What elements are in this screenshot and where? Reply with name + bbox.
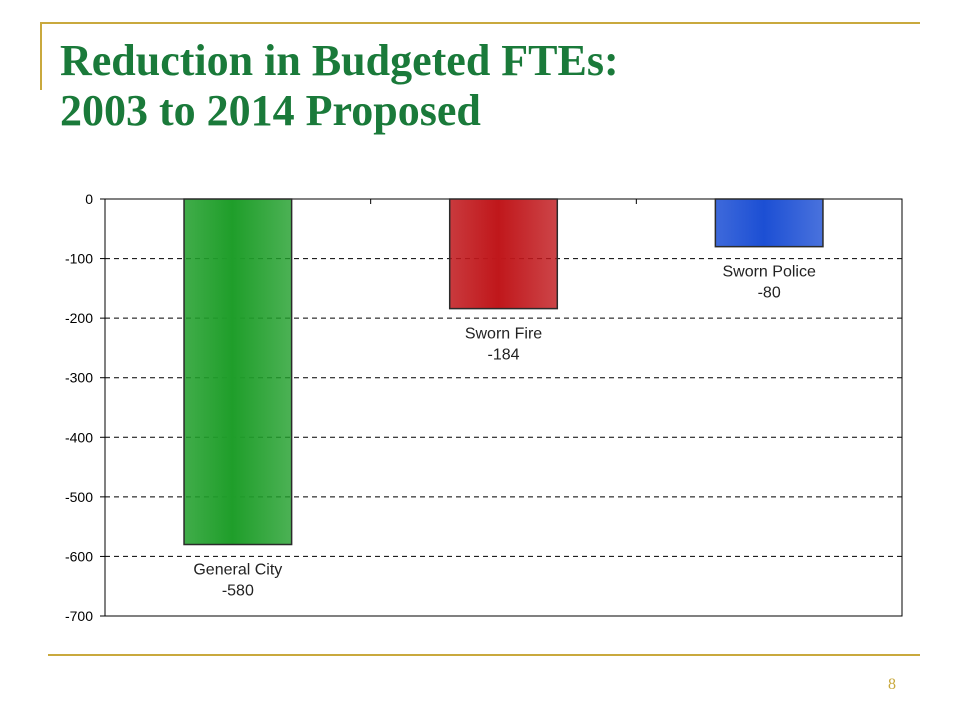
y-tick-label: -700: [65, 608, 93, 624]
data-label-name: Sworn Police: [722, 264, 815, 281]
page-number: 8: [888, 676, 896, 693]
y-tick-label: 0: [85, 191, 93, 207]
y-tick-label: -200: [65, 310, 93, 326]
slide-title-line-2: 2003 to 2014 Proposed: [60, 86, 481, 135]
slide-title: Reduction in Budgeted FTEs: 2003 to 2014…: [60, 36, 900, 136]
data-label-name: General City: [193, 562, 282, 579]
slide-title-line-1: Reduction in Budgeted FTEs:: [60, 36, 619, 85]
y-tick-label: -600: [65, 548, 93, 564]
y-tick-label: -500: [65, 489, 93, 505]
bar: [714, 198, 824, 248]
y-tick-label: -100: [65, 251, 93, 267]
top-accent-line: [40, 22, 920, 24]
bottom-accent-line: [48, 654, 920, 656]
y-tick-label: -400: [65, 429, 93, 445]
bar: [183, 198, 293, 546]
data-label-value: -184: [487, 347, 519, 364]
data-label-name: Sworn Fire: [465, 326, 542, 343]
left-accent-line: [40, 22, 42, 90]
y-tick-label: -300: [65, 370, 93, 386]
bar: [448, 198, 559, 310]
data-label-value: -580: [222, 583, 254, 600]
data-label-value: -80: [758, 285, 781, 302]
